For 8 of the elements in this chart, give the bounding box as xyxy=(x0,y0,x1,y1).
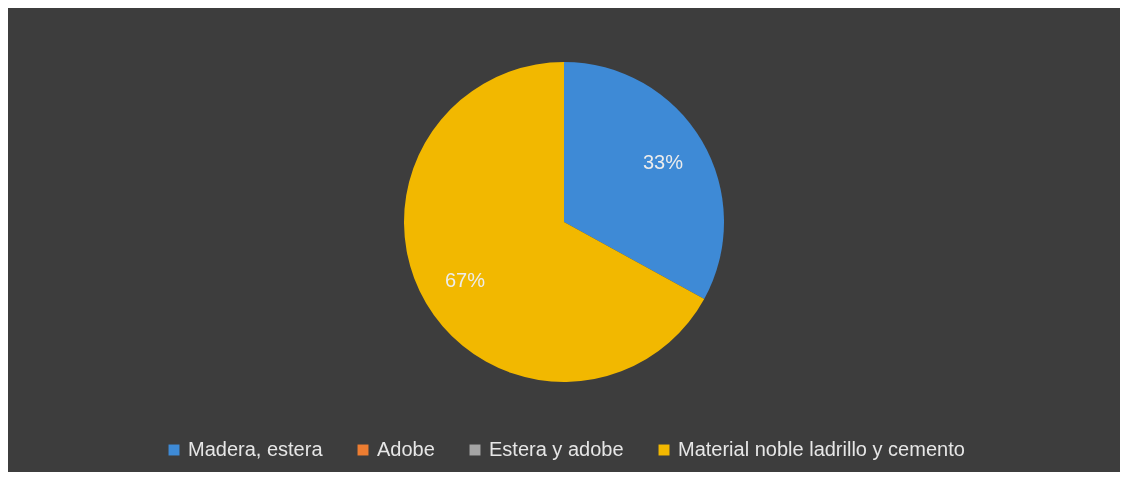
pie-slice xyxy=(404,62,705,382)
data-label: 67% xyxy=(445,268,486,291)
legend-label: Estera y adobe xyxy=(489,438,624,460)
legend-label: Material noble ladrillo y cemento xyxy=(678,438,965,460)
legend-label: Madera, estera xyxy=(188,438,324,460)
legend-label: Adobe xyxy=(377,438,435,460)
data-label: 33% xyxy=(642,151,684,174)
pie-slice xyxy=(564,62,724,300)
